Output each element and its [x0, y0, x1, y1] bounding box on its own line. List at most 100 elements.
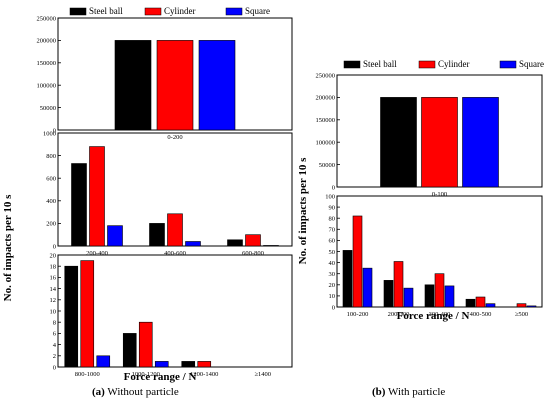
legend-b-label: Cylinder: [438, 59, 470, 69]
panel-a-middle-ytick-label: 800: [46, 153, 56, 160]
panel-b-bottom-ytick-label: 90: [329, 204, 336, 211]
panel-a-bottom-category-label: 1200-1400: [190, 371, 218, 378]
panel-a-bottom-bar-steel-ball: [122, 333, 137, 368]
legend-b-swatch-cylinder: [418, 60, 436, 69]
panel-b-bottom-bar-cylinder: [475, 296, 486, 308]
panel-a-bottom-bar-square: [154, 361, 169, 368]
panel-a-middle-ytick-label: 0: [53, 243, 56, 250]
panel-a-top-ytick-label: 100000: [37, 83, 57, 90]
panel-a-middle-bar-cylinder: [167, 213, 183, 247]
legend-a-swatch-square: [225, 7, 243, 16]
legend-b-label: Square: [519, 59, 544, 69]
panel-a-bottom-ytick-label: 20: [50, 252, 57, 259]
panel-b-bottom-ytick-label: 10: [329, 293, 336, 300]
panel-a-top-ytick-label: 50000: [40, 105, 56, 112]
panel-a-bottom-bar-cylinder: [80, 260, 95, 368]
legend-a-swatch-steel-ball: [69, 7, 87, 16]
panel-b-bottom-ytick-label: 30: [329, 271, 336, 278]
panel-a-middle-ytick-label: 400: [46, 198, 56, 205]
panel-a-middle-ytick-label: 600: [46, 176, 56, 183]
panel-a-middle-ytick-label: 1000: [43, 130, 56, 137]
panel-a-bottom-ytick-label: 10: [50, 308, 57, 315]
panel-b-top-bar-cylinder: [421, 97, 458, 188]
panel-b-top-ytick-label: 150000: [316, 117, 336, 124]
panel-a-bottom-bar-square: [96, 355, 111, 368]
panel-b-bottom-bar-square: [362, 267, 373, 308]
panel-a-bottom-bar-cylinder: [197, 361, 212, 368]
panel-b-bottom-ytick-label: 40: [329, 260, 336, 267]
panel-b-bottom-bar-steel-ball: [383, 280, 394, 308]
panel-a-middle-bar-cylinder: [245, 234, 261, 247]
x-axis-label-b: Force range / N: [397, 310, 470, 322]
legend-a-label: Steel ball: [89, 6, 123, 16]
panel-a-bottom-ytick-label: 18: [50, 264, 57, 271]
panel-a-top-ytick-label: 0: [53, 127, 56, 134]
panel-a-top-bar-steel-ball: [114, 40, 152, 131]
panel-a-top-bar-square: [198, 40, 236, 131]
panel-b-bottom-ytick-label: 80: [329, 216, 336, 223]
panel-a-bottom-ytick-label: 4: [53, 342, 57, 349]
panel-b-bottom-category-label: 400-500: [470, 311, 492, 318]
panel-b-top-ytick-label: 250000: [316, 72, 336, 79]
panel-a-top-ytick-label: 200000: [37, 38, 57, 45]
panel-a-top-ytick-label: 250000: [37, 15, 57, 22]
panel-b-bottom-ytick-label: 100: [325, 193, 335, 200]
panel-b-bottom-category-label: 100-200: [347, 311, 369, 318]
panel-a-middle-bar-square: [263, 245, 279, 247]
panel-a-bottom-ytick-label: 8: [53, 320, 56, 327]
panel-b-bottom-ytick-label: 60: [329, 238, 336, 245]
caption-b: (b) With particle: [372, 386, 446, 398]
legend-b-swatch-steel-ball: [343, 60, 361, 69]
panel-a-bottom-ytick-label: 12: [50, 297, 57, 304]
panel-b-bottom-category-label: 300-400: [429, 311, 451, 318]
y-axis-label-a: No. of impacts per 10 s: [2, 194, 14, 301]
panel-b-top-bar-steel-ball: [380, 97, 417, 188]
panel-a-middle-bar-steel-ball: [227, 239, 243, 247]
panel-b-top-bar-square: [462, 97, 499, 188]
panel-a-bottom-bar-steel-ball: [64, 265, 79, 368]
panel-a-bottom-category-label: 1000-1200: [132, 371, 160, 378]
panel-b-bottom-ytick-label: 50: [329, 249, 336, 256]
panel-a-top-category-label: 0-200: [167, 134, 182, 141]
y-axis-label-b: No. of impacts per 10 s: [297, 157, 309, 264]
panel-b-bottom-category-label: 200-300: [388, 311, 410, 318]
panel-a-middle-category-label: 200-400: [86, 250, 108, 257]
panel-b-bottom-bar-cylinder: [393, 261, 404, 308]
panel-a-bottom-category-label: 800-1000: [75, 371, 100, 378]
panel-a-bottom-ytick-label: 2: [53, 353, 56, 360]
panel-a-bottom-ytick-label: 16: [50, 275, 57, 282]
panel-b-bottom-ytick-label: 0: [332, 304, 335, 311]
panel-a-middle-category-label: 400-600: [164, 250, 186, 257]
panel-a-middle-bar-steel-ball: [71, 163, 87, 247]
panel-a-bottom-ytick-label: 0: [53, 364, 56, 371]
legend-a-label: Cylinder: [164, 6, 196, 16]
legend-b-label: Steel ball: [363, 59, 397, 69]
panel-b-bottom-bar-square: [444, 285, 455, 308]
x-axis-label-a: Force range / N: [124, 371, 197, 383]
legend-a-label: Square: [245, 6, 270, 16]
panel-a-bottom-bar-steel-ball: [181, 361, 196, 368]
panel-b-top-ytick-label: 100000: [316, 140, 336, 147]
panel-a-top-bar-cylinder: [156, 40, 194, 131]
panel-a-middle-bar-square: [185, 241, 201, 247]
panel-a-middle-ytick-label: 200: [46, 221, 56, 228]
panel-b-top-ytick-label: 200000: [316, 95, 336, 102]
panel-b-bottom-bar-cylinder: [516, 303, 527, 308]
panel-a-middle-bar-cylinder: [89, 146, 105, 247]
panel-b-top-category-label: 0-100: [432, 191, 447, 198]
panel-b-bottom-bar-cylinder: [352, 215, 363, 308]
panel-a-middle-bar-square: [107, 225, 123, 247]
panel-b-bottom-bar-square: [526, 305, 537, 308]
panel-a-bottom-category-label: ≥1400: [254, 371, 271, 378]
panel-b-bottom-bar-cylinder: [434, 273, 445, 308]
panel-b-bottom-bar-steel-ball: [424, 284, 435, 308]
panel-a-bottom-ytick-label: 14: [50, 286, 57, 293]
panel-a-bottom-ytick-label: 6: [53, 331, 57, 338]
panel-b-bottom-category-label: ≥500: [515, 311, 528, 318]
panel-b-top-ytick-label: 0: [332, 184, 335, 191]
panel-b-bottom-bar-square: [485, 303, 496, 308]
panel-b-bottom-bar-steel-ball: [342, 250, 353, 308]
panel-b-bottom-ytick-label: 20: [329, 282, 336, 289]
panel-b-bottom-bar-steel-ball: [465, 298, 476, 308]
